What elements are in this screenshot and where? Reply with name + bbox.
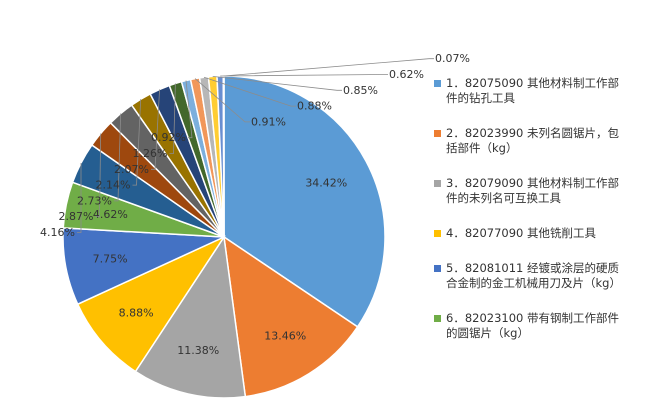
legend-swatch-icon — [434, 265, 441, 272]
leader-line-15 — [203, 76, 296, 107]
data-label-10: 2.14% — [96, 179, 131, 192]
data-label-11: 2.07% — [114, 163, 149, 176]
legend-swatch-icon — [434, 230, 441, 237]
legend-swatch-icon — [434, 130, 441, 137]
data-label-12: 1.26% — [133, 147, 168, 160]
pie-slice-1 — [223, 75, 386, 328]
legend-label-line: 6．82023100 带有钢制工作部件 — [446, 311, 620, 325]
legend-label-line: 2．82023990 未列名圆锯片，包 — [446, 126, 620, 140]
legend-swatch-icon — [434, 180, 441, 187]
pie-slice-4 — [76, 235, 227, 373]
legend-label-line: 的圆锯片（kg） — [446, 326, 529, 340]
legend-swatch-icon — [434, 80, 441, 87]
leader-line-12 — [169, 83, 176, 154]
leader-line-7 — [77, 163, 82, 233]
legend-item-2: 2．82023990 未列名圆锯片，包 括部件（kg） — [434, 126, 644, 156]
data-label-18: 0.07% — [435, 52, 470, 65]
leader-line-14 — [194, 78, 250, 123]
data-label-6: 4.62% — [93, 208, 128, 221]
legend-item-5: 5．82081011 经镀或涂层的硬质 合金制的金工机械用刀及片（kg） — [434, 261, 644, 291]
legend-label-line: 5．82081011 经镀或涂层的硬质 — [446, 261, 620, 275]
legend-label-line: 件的未列名可互换工具 — [446, 191, 561, 205]
data-label-7: 4.16% — [40, 226, 75, 239]
data-label-5: 7.75% — [93, 253, 128, 266]
data-label-8: 2.87% — [59, 210, 94, 223]
chart-legend: 1．82075090 其他材料制工作部 件的钻孔工具 2．82023990 未列名圆… — [434, 76, 644, 341]
data-label-15: 0.88% — [297, 100, 332, 113]
data-label-9: 2.73% — [77, 194, 112, 207]
pie-slice-18 — [222, 75, 225, 238]
data-label-4: 8.88% — [119, 307, 154, 320]
legend-label-line: 3．82079090 其他材料制工作部 — [446, 176, 620, 190]
legend-label-line: 括部件（kg） — [446, 141, 518, 155]
legend-label-line: 件的钻孔工具 — [446, 91, 515, 105]
leader-line-13 — [185, 80, 193, 139]
leader-line-10 — [132, 99, 142, 186]
data-label-16: 0.85% — [343, 84, 378, 97]
data-label-14: 0.91% — [251, 115, 286, 128]
leader-line-8 — [95, 133, 102, 218]
pie-slice-3 — [134, 234, 247, 399]
legend-label-line: 1．82075090 其他材料制工作部 — [446, 76, 620, 90]
legend-item-4: 4．82077090 其他铣削工具 — [434, 226, 644, 241]
data-label-13: 0.92% — [151, 131, 186, 144]
leader-line-9 — [114, 113, 122, 202]
leader-line-17 — [220, 74, 388, 77]
data-label-17: 0.62% — [389, 68, 424, 81]
data-label-3: 11.38% — [177, 344, 219, 357]
legend-item-1: 1．82075090 其他材料制工作部 件的钻孔工具 — [434, 76, 644, 106]
pie-slice-2 — [223, 235, 359, 398]
leader-line-18 — [223, 58, 434, 77]
legend-label-line: 合金制的金工机械用刀及片（kg） — [446, 276, 621, 290]
legend-item-6: 6．82023100 带有钢制工作部件 的圆锯片（kg） — [434, 311, 644, 341]
leader-line-11 — [151, 89, 160, 170]
data-label-2: 13.46% — [264, 330, 306, 343]
leader-line-16 — [212, 76, 342, 91]
data-label-1: 34.42% — [305, 177, 347, 190]
legend-swatch-icon — [434, 315, 441, 322]
legend-label-line: 4．82077090 其他铣削工具 — [446, 226, 597, 240]
legend-item-3: 3．82079090 其他材料制工作部 件的未列名可互换工具 — [434, 176, 644, 206]
